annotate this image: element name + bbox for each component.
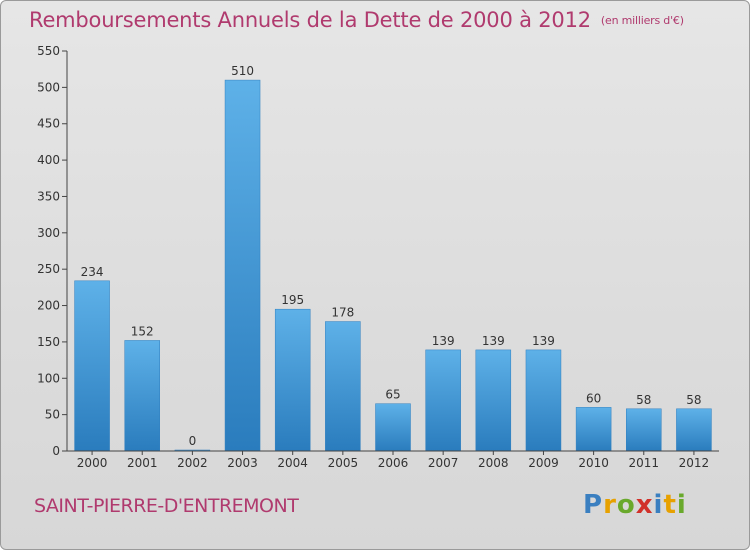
x-tick-label: 2008 [478,456,509,470]
y-tick-label: 0 [52,444,60,458]
bar-2007 [425,349,461,452]
bar-value-label: 58 [686,393,701,407]
x-tick-label: 2011 [628,456,659,470]
bar-value-label: 65 [385,388,400,402]
bar-value-label: 510 [231,64,254,78]
y-tick-label: 300 [37,226,60,240]
chart-title-unit: (en milliers d'€) [600,14,684,27]
y-tick-label: 500 [37,80,60,94]
bar-value-label: 152 [131,324,154,338]
bar-value-label: 0 [189,434,197,448]
y-tick-label: 50 [45,408,60,422]
bar-value-label: 139 [532,334,555,348]
bar-2004 [274,308,311,452]
y-tick-label: 250 [37,262,60,276]
y-tick-label: 450 [37,117,60,131]
x-tick-label: 2003 [227,456,258,470]
x-tick-label: 2004 [277,456,308,470]
y-tick-label: 200 [37,299,60,313]
x-tick-label: 2012 [679,456,710,470]
x-axis: 2000 2001 2002 2003 2004 2005 2006 2007 2008 2009… [67,450,719,470]
city-name: SAINT-PIERRE-D'ENTREMONT [34,495,299,517]
bar-value-label: 234 [81,265,104,279]
bar-value-label: 139 [432,334,455,348]
x-tick-label: 2009 [528,456,559,470]
bar-value-label: 178 [331,306,354,320]
x-tick-label: 2000 [77,456,108,470]
y-tick-label: 350 [37,189,60,203]
y-tick-label: 100 [37,371,60,385]
y-tick-label: 550 [37,44,60,58]
x-tick-label: 2005 [328,456,359,470]
bar-2008 [475,349,512,452]
bar-value-label: 139 [482,334,505,348]
chart-title: Remboursements Annuels de la Dette de 20… [29,8,684,32]
bar-2001 [124,340,160,452]
bar-2000 [74,280,110,452]
bar-value-label: 60 [586,391,601,405]
chart-title-text: Remboursements Annuels de la Dette de 20… [29,8,591,32]
bar-value-label: 58 [636,393,651,407]
bars: 234 152 0 510 195 178 65 139 139 139 60 58 58 [74,64,712,452]
proxiti-logo: Proxiti [583,490,687,520]
x-tick-label: 2006 [378,456,409,470]
bar-2012 [676,408,712,452]
y-axis: 0 50 100 150 200 250 300 350 400 450 500 550 [37,44,68,458]
bar-2006 [375,403,411,452]
bar-2010 [575,407,612,452]
x-tick-label: 2002 [177,456,208,470]
y-tick-label: 150 [37,335,60,349]
bar-2009 [525,349,562,452]
bar-2011 [626,408,662,452]
bar-2005 [325,321,361,452]
x-tick-label: 2007 [428,456,459,470]
x-tick-label: 2010 [578,456,609,470]
bar-value-label: 195 [281,293,304,307]
y-tick-label: 400 [37,153,60,167]
bar-2003 [224,79,261,452]
x-tick-label: 2001 [127,456,158,470]
